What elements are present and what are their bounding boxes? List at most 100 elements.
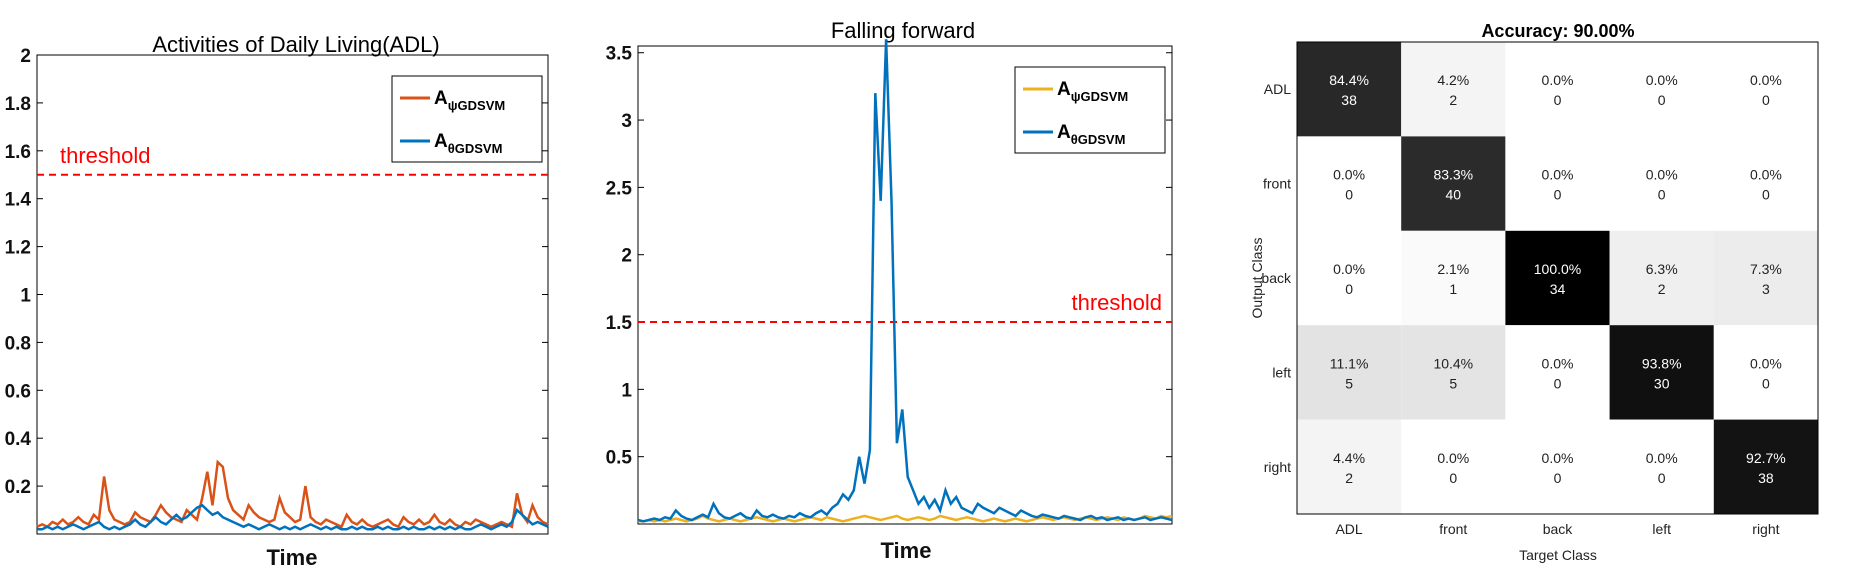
confusion-cell-percent: 100.0% [1534,261,1581,277]
confusion-cell [1505,42,1610,137]
adl-ytick-label: 2 [20,46,31,67]
adl-series-theta-line [37,503,549,531]
confusion-cell-count: 0 [1658,470,1666,486]
falling-forward-legend-theta-sub: θGDSVM [1071,132,1126,147]
adl-ytick-label: 0.6 [5,381,31,402]
falling-forward-ytick-label: 1 [621,380,632,401]
adl-ytick-label: 0.4 [5,429,32,450]
confusion-cell [1297,136,1402,231]
confusion-y-tick-label: back [1261,270,1292,286]
falling-forward-legend-theta-label: A [1057,122,1071,143]
confusion-cell-percent: 0.0% [1542,167,1574,183]
confusion-matrix-x-axis-label: Target Class [1519,547,1597,563]
confusion-cell [1401,230,1506,326]
falling-forward-legend-psi-sub: ψGDSVM [1071,89,1128,104]
confusion-cell-count: 34 [1550,281,1566,297]
adl-legend: AψGDSVM AθGDSVM [391,75,543,163]
confusion-cell-percent: 0.0% [1542,72,1574,88]
confusion-cell-percent: 11.1% [1330,355,1369,371]
confusion-cell [1297,419,1402,514]
confusion-cell [1713,419,1818,514]
confusion-matrix-title: Accuracy: 90.00% [1481,21,1634,41]
svg-text:AψGDSVM: AψGDSVM [1057,79,1128,104]
falling-forward-x-axis-label: Time [881,538,932,563]
confusion-cell-percent: 92.7% [1746,450,1786,466]
confusion-cell [1505,419,1610,514]
falling-forward-ytick-label: 2.5 [606,178,633,199]
falling-forward-ytick-label: 0.5 [606,448,633,469]
confusion-cell-count: 2 [1345,470,1353,486]
confusion-y-tick-label: ADL [1264,81,1291,97]
adl-ytick-label: 1.8 [5,94,31,115]
falling-forward-plot-frame [637,45,1173,525]
adl-ytick-label: 1.2 [5,238,31,259]
confusion-cell [1401,42,1506,137]
confusion-cell-count: 0 [1762,92,1770,108]
confusion-cell-percent: 0.0% [1646,72,1678,88]
falling-forward-legend: AψGDSVM AθGDSVM [1014,66,1166,154]
falling-forward-series-theta-line [637,39,1173,523]
confusion-y-tick-label: left [1272,364,1291,380]
confusion-cell-percent: 7.3% [1750,261,1782,277]
adl-line-chart: Activities of Daily Living(ADL) 0.2 0.4 0.… [5,32,549,570]
confusion-x-tick-label: right [1752,521,1779,537]
confusion-x-tick-label: ADL [1335,521,1362,537]
confusion-cell-count: 2 [1449,92,1457,108]
adl-ytick-label: 0.2 [5,477,31,498]
falling-forward-line-chart: Falling forward 0.5 1 1.5 2 2.5 3 3.5 threshol… [606,18,1173,563]
confusion-cell [1401,325,1506,420]
confusion-matrix-y-axis-label: Output Class [1249,238,1265,319]
confusion-cell-count: 0 [1554,470,1562,486]
confusion-cell [1609,325,1714,420]
confusion-cell [1505,230,1610,326]
confusion-cell-count: 30 [1654,375,1670,391]
svg-text:AψGDSVM: AψGDSVM [434,88,505,113]
confusion-cell [1297,42,1402,137]
confusion-cell-percent: 0.0% [1646,450,1678,466]
adl-threshold-label: threshold [60,143,151,168]
confusion-cell-count: 0 [1658,187,1666,203]
confusion-x-tick-label: front [1439,521,1467,537]
confusion-cell [1713,230,1818,326]
confusion-cell-count: 0 [1762,375,1770,391]
adl-legend-theta-label: A [434,131,448,152]
confusion-cell-percent: 4.2% [1437,72,1469,88]
confusion-cell-percent: 93.8% [1642,355,1682,371]
adl-chart-title: Activities of Daily Living(ADL) [152,32,439,57]
confusion-cell-percent: 0.0% [1333,167,1365,183]
adl-ytick-label: 1.6 [5,142,31,163]
confusion-cell [1609,136,1714,231]
confusion-cell [1713,42,1818,137]
confusion-cell [1297,325,1402,420]
confusion-cell [1609,419,1714,514]
svg-text:AθGDSVM: AθGDSVM [1057,122,1125,147]
confusion-y-tick-label: front [1263,176,1291,192]
confusion-cell-percent: 2.1% [1437,261,1469,277]
falling-forward-ytick-label: 3 [621,111,632,132]
falling-forward-threshold-label: threshold [1071,290,1162,315]
adl-legend-psi-sub: ψGDSVM [448,98,505,113]
confusion-x-tick-label: left [1652,521,1671,537]
confusion-cell-percent: 0.0% [1333,261,1365,277]
confusion-cell-percent: 10.4% [1433,355,1473,371]
confusion-cell-percent: 0.0% [1646,167,1678,183]
confusion-cell-count: 0 [1449,470,1457,486]
confusion-cell [1609,230,1714,326]
confusion-cell-count: 5 [1345,375,1353,391]
confusion-cell-count: 0 [1554,375,1562,391]
confusion-cell-count: 38 [1758,470,1774,486]
adl-series-psi-line [36,459,549,529]
svg-text:AθGDSVM: AθGDSVM [434,131,502,156]
confusion-cell [1401,419,1506,514]
falling-forward-ytick-label: 2 [621,246,632,267]
confusion-cell-count: 38 [1341,92,1357,108]
confusion-cell [1297,230,1402,326]
confusion-cell-percent: 0.0% [1542,355,1574,371]
confusion-cell-percent: 4.4% [1333,450,1365,466]
confusion-cell-count: 0 [1658,92,1666,108]
adl-legend-theta-sub: θGDSVM [448,141,503,156]
confusion-cell-percent: 0.0% [1750,355,1782,371]
adl-x-axis-label: Time [267,545,318,570]
adl-legend-psi-label: A [434,88,448,109]
falling-forward-chart-title: Falling forward [831,18,975,43]
